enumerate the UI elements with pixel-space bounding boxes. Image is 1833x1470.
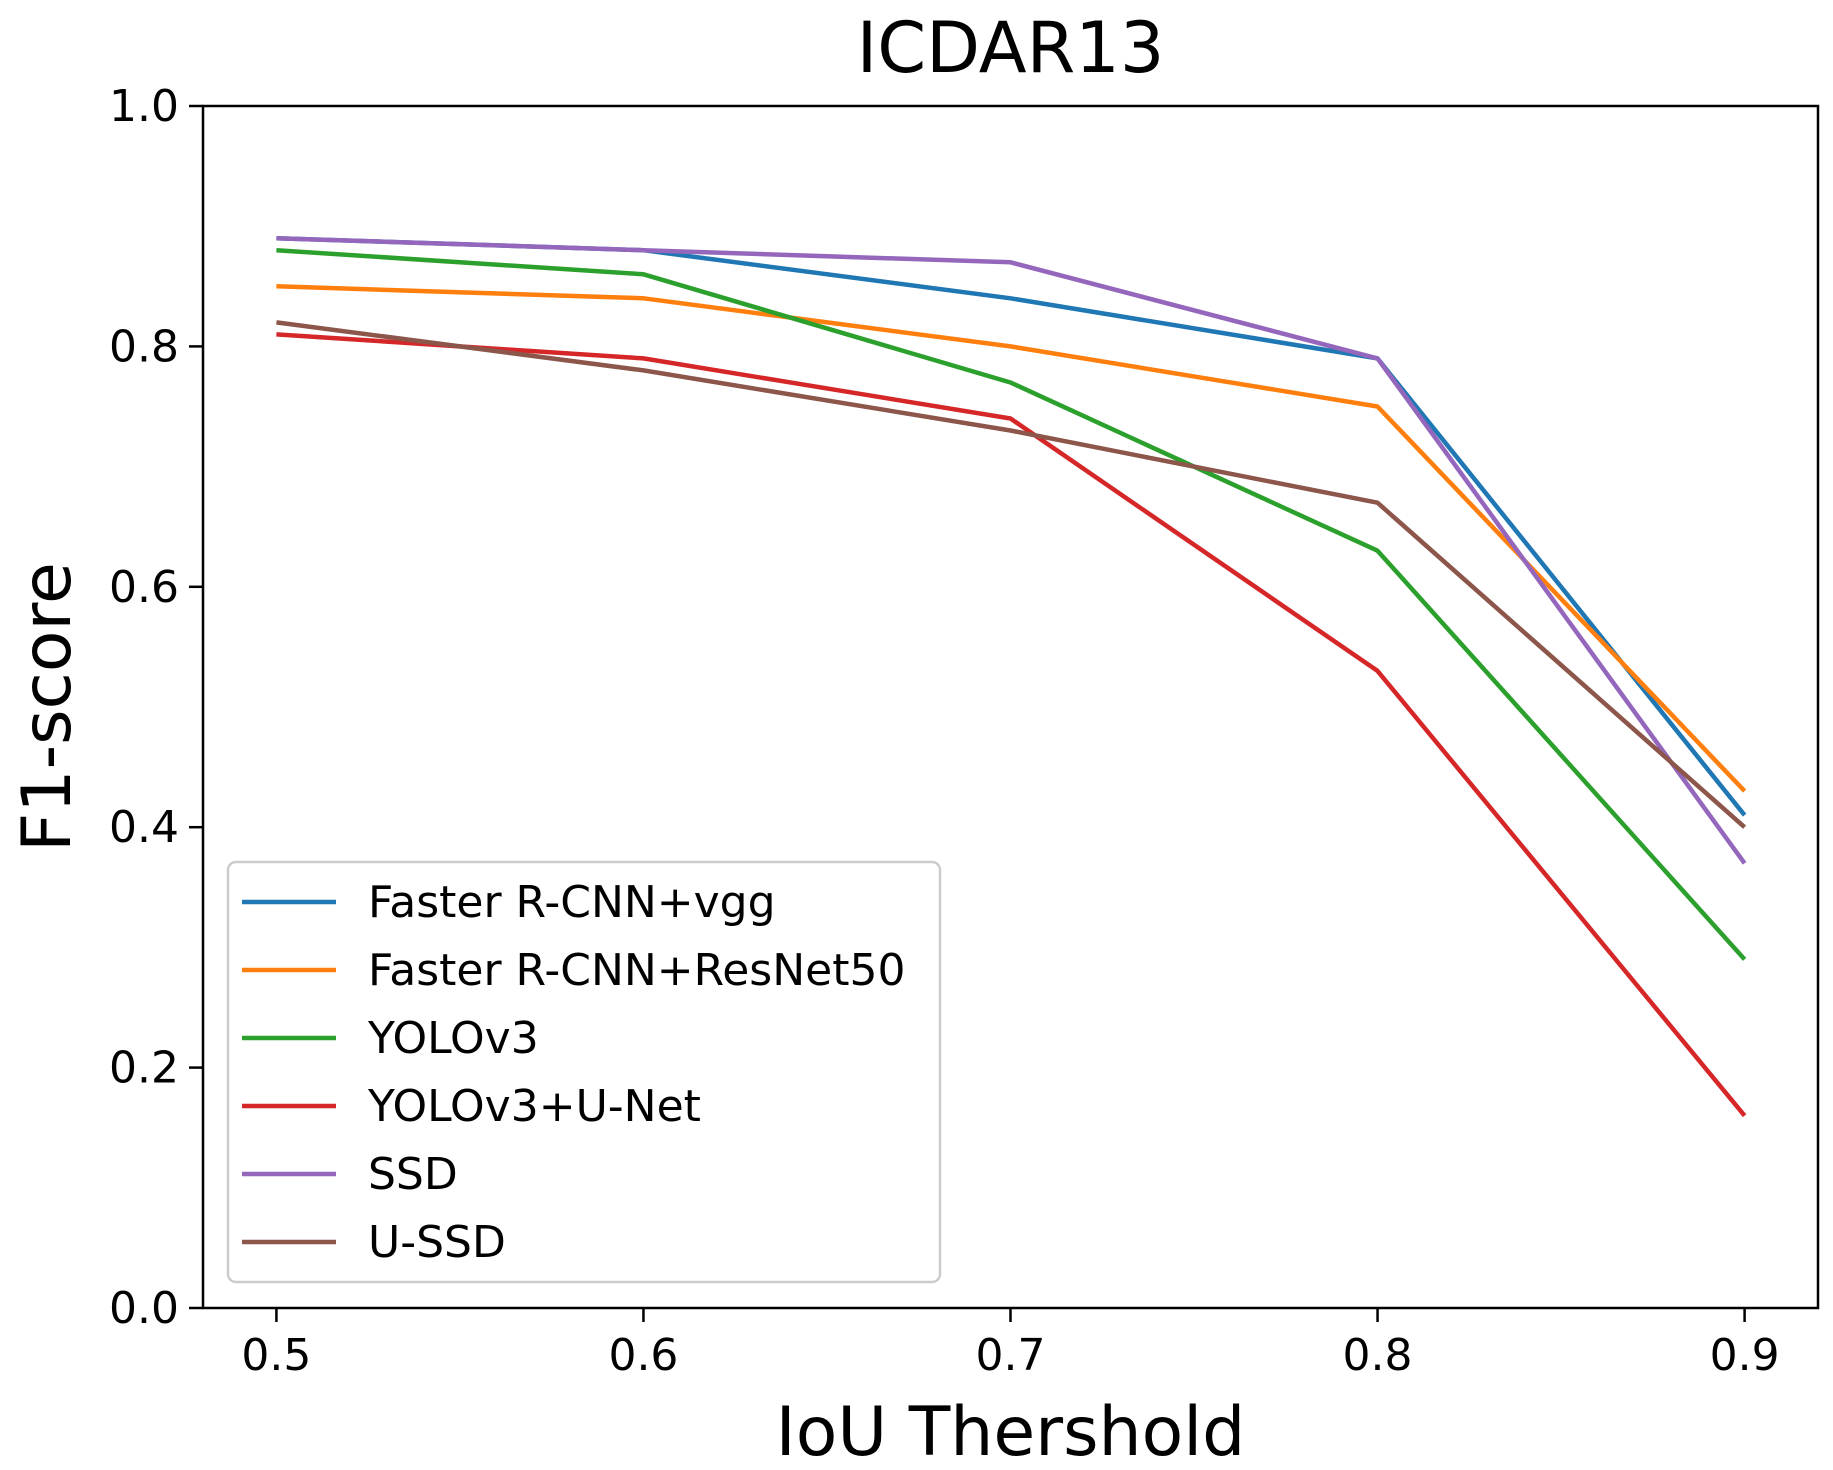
legend-entry-label: YOLOv3+U-Net xyxy=(367,1081,701,1132)
series-line-u-ssd xyxy=(276,320,1747,829)
x-tick-label: 0.9 xyxy=(1710,1330,1780,1381)
x-tick-label: 0.6 xyxy=(608,1330,678,1381)
legend-entry-label: SSD xyxy=(368,1149,458,1200)
legend-entry-label: YOLOv3 xyxy=(367,1013,539,1064)
series-line-faster-r-cnn-resnet50 xyxy=(276,284,1747,793)
y-tick-label: 0.6 xyxy=(109,562,179,613)
legend-box xyxy=(226,860,942,1284)
y-axis-label: F1-score xyxy=(8,562,87,852)
x-tick-label: 0.8 xyxy=(1343,1330,1413,1381)
series-line-faster-r-cnn-vgg xyxy=(276,235,1747,817)
y-tick-label: 0.2 xyxy=(109,1043,179,1094)
x-tick-label: 0.5 xyxy=(241,1330,311,1381)
y-tick-label: 0.4 xyxy=(109,802,179,853)
y-tick-label: 1.0 xyxy=(109,81,179,132)
legend: Faster R-CNN+vgg Faster R-CNN+ResNet50 YOL… xyxy=(226,860,942,1284)
series-layer xyxy=(276,235,1747,1118)
legend-entry-label: Faster R-CNN+ResNet50 xyxy=(368,945,905,996)
series-line-yolov3 xyxy=(276,247,1747,961)
x-axis-label: IoU Thershold xyxy=(776,1393,1246,1470)
y-tick-label: 0.0 xyxy=(109,1283,179,1334)
ticks-layer: 0.5 0.6 0.7 0.8 0.9 0.0 0.2 0.4 0.6 0.8 1.0 xyxy=(109,81,1780,1381)
chart-title: ICDAR13 xyxy=(857,7,1165,89)
legend-entry-label: Faster R-CNN+vgg xyxy=(368,877,776,928)
x-tick-label: 0.7 xyxy=(976,1330,1046,1381)
series-line-ssd xyxy=(276,235,1747,865)
series-line-yolov3-u-net xyxy=(276,332,1747,1118)
y-tick-label: 0.8 xyxy=(109,321,179,372)
legend-entry-label: U-SSD xyxy=(368,1217,506,1268)
plot-area-frame xyxy=(201,104,1820,1310)
